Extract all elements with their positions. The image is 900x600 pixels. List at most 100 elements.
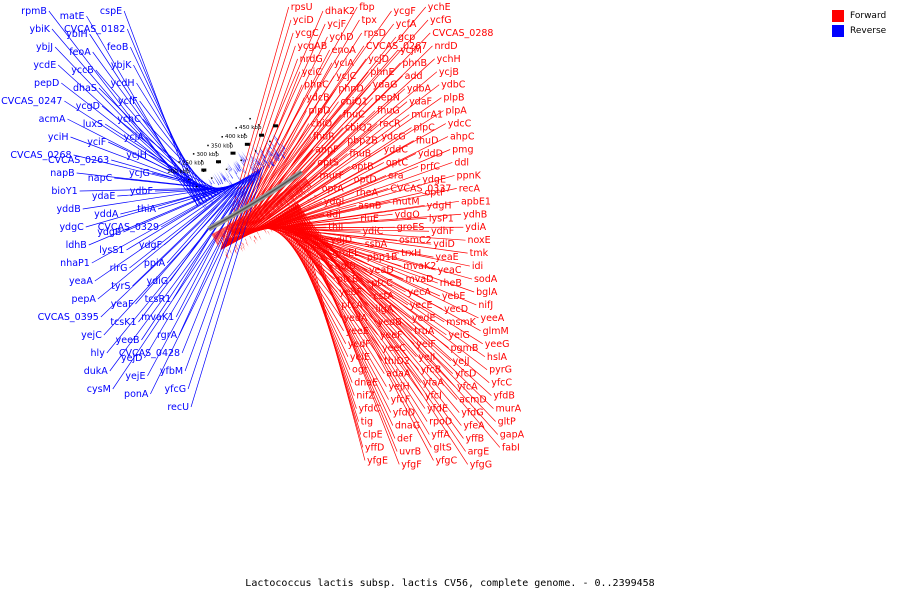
forward-leader-line <box>295 204 432 448</box>
forward-gene-feature <box>285 189 296 204</box>
forward-gene-feature <box>283 191 291 204</box>
forward-gene-feature <box>264 203 270 212</box>
forward-gene-feature <box>297 210 301 216</box>
forward-gene-feature <box>244 215 252 227</box>
forward-gene-feature <box>275 196 283 207</box>
forward-gene-label: ycjC <box>336 71 356 82</box>
reverse-gene-feature <box>252 156 259 166</box>
forward-gene-feature <box>284 190 293 202</box>
forward-gene-label: enoA <box>332 45 357 56</box>
forward-gene-feature <box>224 226 233 240</box>
forward-gene-label: rluE <box>360 213 379 224</box>
forward-gene-feature <box>213 233 217 240</box>
forward-gene-label: yedF <box>348 339 371 350</box>
forward-gene-feature <box>276 223 280 229</box>
forward-gene-feature <box>236 247 240 253</box>
forward-gene-feature <box>249 212 253 218</box>
forward-gene-feature <box>228 224 234 233</box>
forward-gene-label: yfcA <box>457 382 478 393</box>
forward-leader-line <box>293 206 464 439</box>
forward-gene-label: fabI <box>502 442 520 453</box>
forward-gene-label: ddi <box>326 209 341 220</box>
reverse-gene-label: yeaF <box>111 299 134 310</box>
forward-gene-feature <box>224 226 228 231</box>
forward-gene-feature <box>289 187 292 192</box>
forward-gene-feature <box>253 210 262 223</box>
reverse-gene-feature <box>271 134 280 146</box>
forward-gene-feature <box>292 184 299 193</box>
forward-leader-line <box>288 208 460 413</box>
forward-gene-label: tmk <box>470 248 489 259</box>
forward-gene-feature <box>300 203 304 209</box>
forward-gene-feature <box>226 249 229 254</box>
reverse-gene-label: ychC <box>117 114 141 125</box>
forward-gene-feature <box>240 217 246 226</box>
forward-gene-feature <box>252 210 260 223</box>
forward-gene-feature <box>308 198 311 204</box>
reverse-leader-line <box>106 170 257 354</box>
legend-forward-label: Forward <box>850 10 887 21</box>
forward-gene-label: nrdG <box>300 54 323 65</box>
forward-gene-label: gapA <box>500 430 525 441</box>
forward-gene-label: apbE1 <box>461 196 491 207</box>
forward-gene-feature <box>227 225 230 231</box>
forward-gene-feature <box>289 187 293 193</box>
forward-gene-label: rpoD <box>429 417 452 428</box>
reverse-gene-label: rgrA <box>157 330 178 341</box>
forward-gene-feature <box>288 187 295 197</box>
forward-gene-feature <box>237 219 241 224</box>
forward-gene-label: ycjB <box>439 67 459 78</box>
forward-gene-label: yeeE <box>346 326 369 337</box>
forward-gene-label: acmD <box>459 395 487 406</box>
reverse-gene-feature <box>273 149 279 157</box>
reverse-leader-line <box>108 141 220 194</box>
forward-gene-feature <box>233 221 237 227</box>
forward-gene-feature <box>274 196 279 203</box>
forward-gene-feature <box>236 220 245 235</box>
forward-gene-feature <box>297 206 301 212</box>
forward-gene-label: yfaA <box>423 378 445 389</box>
forward-gene-feature <box>292 212 296 217</box>
forward-gene-feature <box>278 194 287 207</box>
forward-gene-feature <box>283 191 293 205</box>
forward-gene-label: plpB <box>443 93 464 104</box>
reverse-gene-feature <box>199 186 205 196</box>
forward-gene-feature <box>276 224 279 229</box>
forward-gene-label: ycfA <box>396 19 417 30</box>
reverse-gene-label: CVCAS_0329 <box>98 222 159 233</box>
reverse-gene-feature <box>248 165 255 174</box>
forward-gene-feature <box>226 225 229 231</box>
reverse-gene-label: cysM <box>87 384 111 395</box>
forward-gene-feature <box>263 203 271 215</box>
reverse-gene-feature <box>237 153 245 165</box>
forward-leader-line <box>284 211 421 383</box>
forward-gene-feature <box>225 251 228 257</box>
forward-gene-feature <box>286 217 290 223</box>
forward-gene-feature <box>228 224 233 233</box>
forward-gene-feature <box>302 177 307 184</box>
reverse-gene-label: luxS <box>83 119 103 130</box>
forward-leader-line <box>271 219 408 306</box>
forward-gene-label: pgmB <box>451 343 479 354</box>
forward-gene-feature <box>214 232 220 240</box>
forward-gene-feature <box>281 192 289 203</box>
forward-gene-feature <box>268 200 272 206</box>
forward-gene-feature <box>241 217 247 226</box>
forward-gene-label: ppnK <box>457 170 482 181</box>
genome-caption: Lactococcus lactis subsp. lactis CV56, c… <box>245 578 655 589</box>
forward-leader-line <box>291 207 462 426</box>
reverse-gene-feature <box>233 161 241 172</box>
forward-gene-feature <box>211 233 219 246</box>
reverse-gene-feature <box>256 159 262 166</box>
reverse-gene-feature <box>194 179 202 191</box>
ruler-dot <box>269 140 271 143</box>
reverse-gene-label: CVCAS_0247 <box>1 96 62 107</box>
forward-gene-label: yeiE <box>350 352 370 363</box>
forward-gene-feature <box>300 179 305 185</box>
forward-gene-label: fhuB <box>349 149 371 160</box>
forward-gene-feature <box>221 228 226 237</box>
reverse-gene-feature <box>273 151 280 160</box>
reverse-gene-label: yeaA <box>69 276 93 287</box>
reverse-gene-label: ybiH <box>66 29 87 40</box>
reverse-gene-feature <box>264 144 273 156</box>
